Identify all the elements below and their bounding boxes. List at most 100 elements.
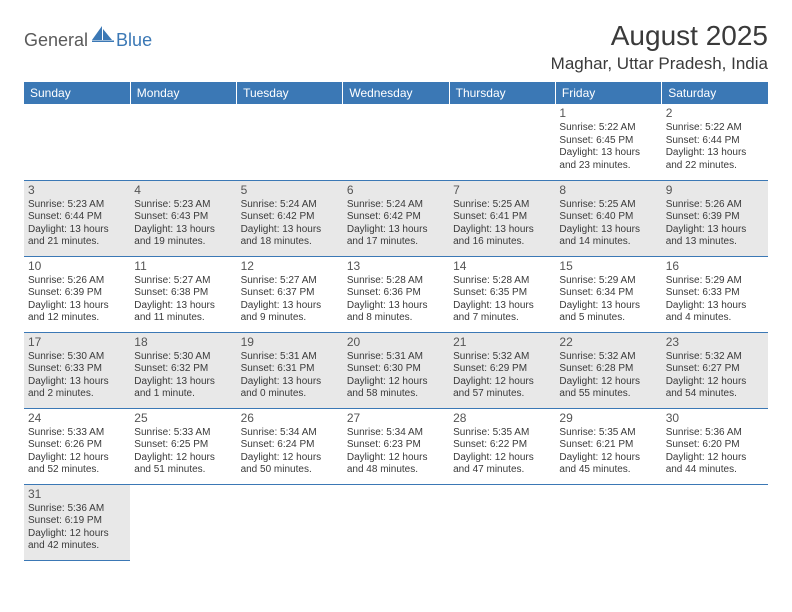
logo-text-general: General	[24, 30, 88, 51]
calendar-day-cell: 2Sunrise: 5:22 AMSunset: 6:44 PMDaylight…	[662, 104, 768, 180]
calendar-day-cell: 25Sunrise: 5:33 AMSunset: 6:25 PMDayligh…	[130, 408, 236, 484]
weekday-header: Tuesday	[237, 82, 343, 104]
sunset-line: Sunset: 6:19 PM	[28, 515, 126, 528]
day-number: 26	[241, 411, 339, 426]
day-number: 18	[134, 335, 232, 350]
title-block: August 2025 Maghar, Uttar Pradesh, India	[551, 20, 768, 74]
calendar-day-cell: 27Sunrise: 5:34 AMSunset: 6:23 PMDayligh…	[343, 408, 449, 484]
day-number: 22	[559, 335, 657, 350]
daylight-line: Daylight: 12 hours and 51 minutes.	[134, 452, 232, 477]
sunset-line: Sunset: 6:39 PM	[666, 211, 764, 224]
weekday-header: Thursday	[449, 82, 555, 104]
calendar-day-cell: 8Sunrise: 5:25 AMSunset: 6:40 PMDaylight…	[555, 180, 661, 256]
sunset-line: Sunset: 6:44 PM	[28, 211, 126, 224]
daylight-line: Daylight: 13 hours and 8 minutes.	[347, 300, 445, 325]
logo-text-blue: Blue	[116, 30, 152, 51]
sunrise-line: Sunrise: 5:36 AM	[666, 427, 764, 440]
daylight-line: Daylight: 12 hours and 44 minutes.	[666, 452, 764, 477]
sunrise-line: Sunrise: 5:34 AM	[241, 427, 339, 440]
day-number: 7	[453, 183, 551, 198]
sunrise-line: Sunrise: 5:28 AM	[453, 275, 551, 288]
daylight-line: Daylight: 13 hours and 5 minutes.	[559, 300, 657, 325]
day-number: 30	[666, 411, 764, 426]
calendar-day-cell: 16Sunrise: 5:29 AMSunset: 6:33 PMDayligh…	[662, 256, 768, 332]
calendar-day-cell: 7Sunrise: 5:25 AMSunset: 6:41 PMDaylight…	[449, 180, 555, 256]
sunrise-line: Sunrise: 5:32 AM	[666, 351, 764, 364]
calendar-table: SundayMondayTuesdayWednesdayThursdayFrid…	[24, 82, 768, 561]
weekday-header: Sunday	[24, 82, 130, 104]
weekday-header: Saturday	[662, 82, 768, 104]
day-number: 4	[134, 183, 232, 198]
daylight-line: Daylight: 13 hours and 22 minutes.	[666, 147, 764, 172]
daylight-line: Daylight: 12 hours and 57 minutes.	[453, 376, 551, 401]
sunrise-line: Sunrise: 5:31 AM	[347, 351, 445, 364]
calendar-day-cell: 30Sunrise: 5:36 AMSunset: 6:20 PMDayligh…	[662, 408, 768, 484]
header: General Blue August 2025 Maghar, Uttar P…	[24, 20, 768, 74]
sunrise-line: Sunrise: 5:33 AM	[28, 427, 126, 440]
sunrise-line: Sunrise: 5:22 AM	[559, 122, 657, 135]
weekday-header: Monday	[130, 82, 236, 104]
sail-icon	[92, 26, 114, 42]
sunset-line: Sunset: 6:30 PM	[347, 363, 445, 376]
sunset-line: Sunset: 6:42 PM	[241, 211, 339, 224]
sunset-line: Sunset: 6:27 PM	[666, 363, 764, 376]
sunset-line: Sunset: 6:43 PM	[134, 211, 232, 224]
sunrise-line: Sunrise: 5:26 AM	[666, 199, 764, 212]
weekday-header-row: SundayMondayTuesdayWednesdayThursdayFrid…	[24, 82, 768, 104]
daylight-line: Daylight: 13 hours and 14 minutes.	[559, 224, 657, 249]
day-number: 2	[666, 106, 764, 121]
calendar-week-row: 17Sunrise: 5:30 AMSunset: 6:33 PMDayligh…	[24, 332, 768, 408]
day-number: 8	[559, 183, 657, 198]
calendar-day-cell: 14Sunrise: 5:28 AMSunset: 6:35 PMDayligh…	[449, 256, 555, 332]
sunrise-line: Sunrise: 5:23 AM	[134, 199, 232, 212]
day-number: 3	[28, 183, 126, 198]
calendar-day-cell: 3Sunrise: 5:23 AMSunset: 6:44 PMDaylight…	[24, 180, 130, 256]
calendar-day-cell	[662, 484, 768, 560]
sunrise-line: Sunrise: 5:30 AM	[28, 351, 126, 364]
sunset-line: Sunset: 6:35 PM	[453, 287, 551, 300]
daylight-line: Daylight: 12 hours and 52 minutes.	[28, 452, 126, 477]
sunrise-line: Sunrise: 5:25 AM	[453, 199, 551, 212]
calendar-week-row: 10Sunrise: 5:26 AMSunset: 6:39 PMDayligh…	[24, 256, 768, 332]
location-subtitle: Maghar, Uttar Pradesh, India	[551, 54, 768, 74]
calendar-day-cell	[237, 484, 343, 560]
calendar-day-cell: 31Sunrise: 5:36 AMSunset: 6:19 PMDayligh…	[24, 484, 130, 560]
daylight-line: Daylight: 13 hours and 1 minute.	[134, 376, 232, 401]
daylight-line: Daylight: 13 hours and 19 minutes.	[134, 224, 232, 249]
sunset-line: Sunset: 6:34 PM	[559, 287, 657, 300]
daylight-line: Daylight: 13 hours and 16 minutes.	[453, 224, 551, 249]
sunset-line: Sunset: 6:41 PM	[453, 211, 551, 224]
calendar-day-cell: 18Sunrise: 5:30 AMSunset: 6:32 PMDayligh…	[130, 332, 236, 408]
day-number: 11	[134, 259, 232, 274]
day-number: 9	[666, 183, 764, 198]
calendar-day-cell: 1Sunrise: 5:22 AMSunset: 6:45 PMDaylight…	[555, 104, 661, 180]
calendar-day-cell: 15Sunrise: 5:29 AMSunset: 6:34 PMDayligh…	[555, 256, 661, 332]
day-number: 21	[453, 335, 551, 350]
calendar-week-row: 31Sunrise: 5:36 AMSunset: 6:19 PMDayligh…	[24, 484, 768, 560]
sunset-line: Sunset: 6:29 PM	[453, 363, 551, 376]
daylight-line: Daylight: 13 hours and 17 minutes.	[347, 224, 445, 249]
daylight-line: Daylight: 12 hours and 45 minutes.	[559, 452, 657, 477]
sunset-line: Sunset: 6:22 PM	[453, 439, 551, 452]
calendar-day-cell: 11Sunrise: 5:27 AMSunset: 6:38 PMDayligh…	[130, 256, 236, 332]
day-number: 25	[134, 411, 232, 426]
sunrise-line: Sunrise: 5:26 AM	[28, 275, 126, 288]
sunset-line: Sunset: 6:20 PM	[666, 439, 764, 452]
sunrise-line: Sunrise: 5:25 AM	[559, 199, 657, 212]
sunrise-line: Sunrise: 5:30 AM	[134, 351, 232, 364]
daylight-line: Daylight: 13 hours and 7 minutes.	[453, 300, 551, 325]
sunrise-line: Sunrise: 5:32 AM	[453, 351, 551, 364]
calendar-day-cell: 9Sunrise: 5:26 AMSunset: 6:39 PMDaylight…	[662, 180, 768, 256]
calendar-day-cell: 12Sunrise: 5:27 AMSunset: 6:37 PMDayligh…	[237, 256, 343, 332]
sunset-line: Sunset: 6:24 PM	[241, 439, 339, 452]
day-number: 23	[666, 335, 764, 350]
daylight-line: Daylight: 13 hours and 11 minutes.	[134, 300, 232, 325]
calendar-day-cell	[343, 484, 449, 560]
calendar-day-cell	[449, 484, 555, 560]
daylight-line: Daylight: 13 hours and 2 minutes.	[28, 376, 126, 401]
sunrise-line: Sunrise: 5:35 AM	[559, 427, 657, 440]
sunrise-line: Sunrise: 5:34 AM	[347, 427, 445, 440]
logo: General Blue	[24, 26, 152, 54]
daylight-line: Daylight: 12 hours and 58 minutes.	[347, 376, 445, 401]
sunset-line: Sunset: 6:23 PM	[347, 439, 445, 452]
